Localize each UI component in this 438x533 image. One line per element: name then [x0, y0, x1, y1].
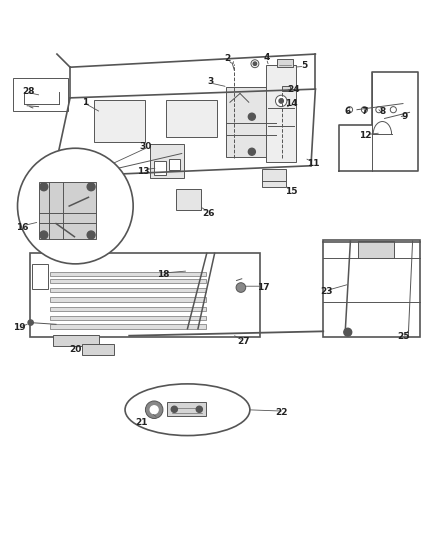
- Text: 30: 30: [140, 142, 152, 151]
- Bar: [358, 241, 394, 258]
- Bar: [266, 65, 296, 162]
- Text: 4: 4: [263, 53, 269, 62]
- Bar: [50, 316, 206, 320]
- Circle shape: [28, 320, 33, 325]
- Text: 3: 3: [207, 77, 213, 86]
- Text: 20: 20: [69, 345, 81, 354]
- Circle shape: [361, 107, 367, 113]
- Text: 11: 11: [307, 159, 319, 168]
- Circle shape: [390, 107, 396, 113]
- Text: 5: 5: [301, 61, 307, 69]
- Bar: [150, 144, 184, 178]
- Text: 15: 15: [285, 187, 297, 196]
- Bar: [50, 287, 206, 292]
- Text: 27: 27: [237, 337, 249, 346]
- Bar: [226, 87, 276, 157]
- Bar: [167, 402, 206, 416]
- Bar: [32, 264, 48, 289]
- Text: 14: 14: [285, 99, 297, 108]
- Text: 8: 8: [379, 107, 385, 116]
- Text: 9: 9: [402, 112, 408, 121]
- Text: 23: 23: [320, 287, 332, 296]
- Bar: [282, 86, 290, 91]
- Text: 17: 17: [258, 283, 270, 292]
- Circle shape: [196, 406, 202, 413]
- Circle shape: [145, 401, 163, 418]
- FancyBboxPatch shape: [323, 240, 420, 337]
- Circle shape: [248, 148, 255, 155]
- Circle shape: [248, 113, 255, 120]
- Bar: [277, 59, 293, 67]
- Circle shape: [253, 62, 257, 66]
- Bar: [154, 160, 166, 174]
- Circle shape: [87, 231, 95, 239]
- Circle shape: [40, 231, 48, 239]
- Text: 16: 16: [17, 223, 29, 231]
- Text: 7: 7: [362, 107, 368, 116]
- Text: 12: 12: [360, 132, 372, 141]
- Text: 22: 22: [275, 408, 287, 417]
- Circle shape: [236, 282, 246, 292]
- Text: 13: 13: [138, 166, 150, 175]
- Bar: [82, 344, 114, 355]
- Bar: [50, 279, 206, 283]
- Bar: [50, 324, 206, 329]
- Circle shape: [279, 99, 283, 103]
- Circle shape: [150, 406, 158, 414]
- Text: 2: 2: [225, 54, 231, 63]
- Bar: [94, 100, 145, 142]
- Ellipse shape: [125, 384, 250, 435]
- Text: 25: 25: [398, 332, 410, 341]
- Bar: [50, 297, 206, 302]
- Bar: [176, 189, 201, 211]
- Bar: [13, 78, 68, 111]
- Bar: [30, 253, 260, 337]
- Text: 6: 6: [344, 107, 350, 116]
- Text: 28: 28: [22, 87, 35, 96]
- Text: 18: 18: [157, 270, 169, 279]
- Circle shape: [87, 183, 95, 191]
- Text: 19: 19: [14, 324, 26, 332]
- Text: 26: 26: [202, 208, 214, 217]
- Circle shape: [251, 60, 259, 68]
- Circle shape: [18, 148, 133, 264]
- Bar: [262, 169, 286, 187]
- Bar: [53, 335, 99, 346]
- Circle shape: [346, 107, 353, 113]
- Circle shape: [40, 183, 48, 191]
- Bar: [50, 307, 206, 311]
- Text: 21: 21: [135, 418, 147, 427]
- Circle shape: [171, 406, 177, 413]
- Bar: [166, 100, 217, 138]
- Circle shape: [276, 95, 287, 107]
- Circle shape: [376, 107, 382, 113]
- Bar: [50, 272, 206, 276]
- Text: 1: 1: [82, 98, 88, 107]
- Bar: [169, 159, 180, 170]
- Text: 24: 24: [287, 85, 300, 94]
- Bar: [39, 182, 96, 239]
- Circle shape: [344, 328, 352, 336]
